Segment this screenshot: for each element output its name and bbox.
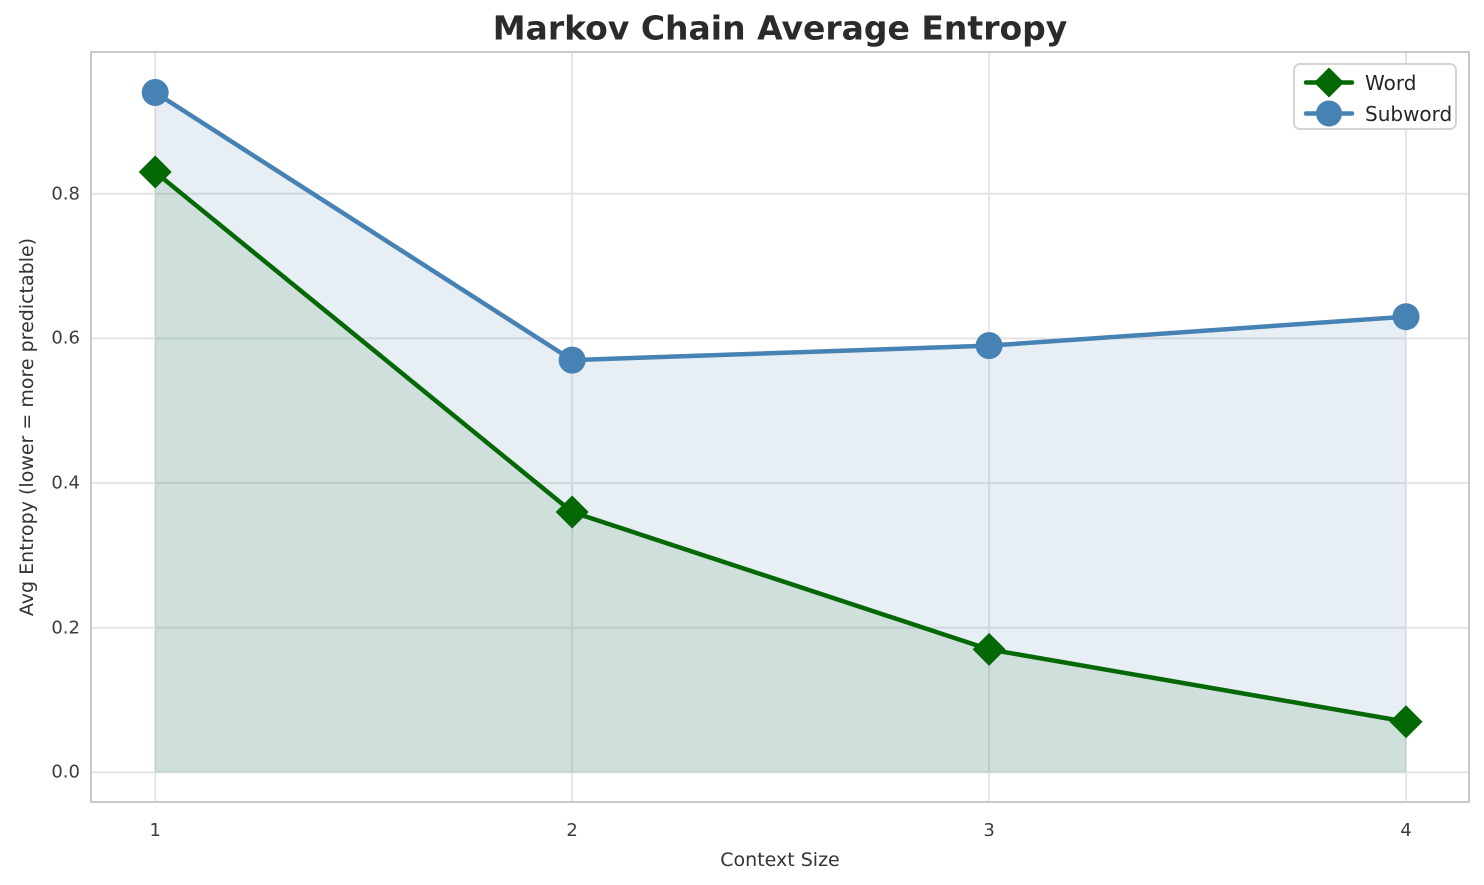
- y-axis-label: Avg Entropy (lower = more predictable): [16, 237, 38, 617]
- legend-item-subword: Subword: [1303, 98, 1452, 129]
- word-marker-icon: [1389, 705, 1423, 739]
- subword-marker-icon: [1392, 303, 1420, 331]
- word-marker-icon: [555, 495, 589, 529]
- y-tick-label: 0.6: [51, 327, 80, 349]
- legend-item-word: Word: [1303, 67, 1447, 98]
- plot-border: [90, 51, 1470, 803]
- x-tick-label: 2: [566, 820, 578, 841]
- x-tick-label: 4: [1400, 820, 1412, 841]
- subword-marker-icon: [975, 332, 1003, 360]
- word-line: [152, 169, 1409, 724]
- legend: Word Subword: [1293, 63, 1457, 130]
- word-marker-icon: [138, 155, 172, 189]
- subword-area-fill: [155, 92, 1407, 773]
- word-marker-icon: [972, 632, 1006, 666]
- y-tick-label: 0.0: [51, 761, 80, 783]
- subword-marker-icon: [141, 79, 169, 107]
- legend-label-word: Word: [1365, 70, 1417, 95]
- y-tick-label: 0.2: [51, 617, 80, 639]
- x-tick-label: 3: [983, 820, 995, 841]
- chart-title: Markov Chain Average Entropy: [492, 8, 1068, 48]
- subword-marker-icon: [558, 346, 586, 374]
- subword-legend-marker-icon: [1303, 98, 1355, 129]
- legend-label-subword: Subword: [1365, 101, 1453, 126]
- subword-line: [152, 90, 1409, 363]
- x-axis-label: Context Size: [720, 849, 840, 871]
- word-area-fill: [155, 172, 1407, 773]
- x-tick-label: 1: [149, 820, 161, 841]
- y-tick-label: 0.8: [51, 183, 80, 205]
- word-legend-marker-icon: [1303, 67, 1355, 98]
- y-tick-label: 0.4: [51, 472, 80, 494]
